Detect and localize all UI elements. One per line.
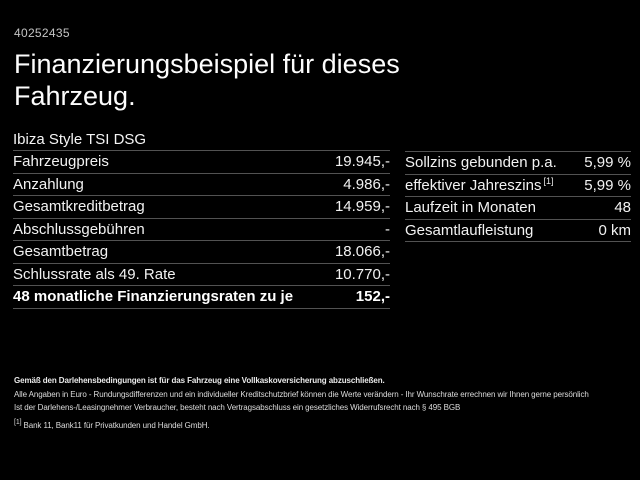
finance-row-value: 19.945,- <box>334 153 390 171</box>
condition-row-laufzeit: Laufzeit in Monaten 48 <box>405 197 631 220</box>
finance-row-schlussrate: Schlussrate als 49. Rate 10.770,- <box>13 264 390 286</box>
finance-row-value: - <box>385 220 390 238</box>
page-title: Finanzierungsbeispiel für dieses Fahrzeu… <box>14 48 400 112</box>
disclaimer-line1: Alle Angaben in Euro - Rundungsdifferenz… <box>14 389 589 399</box>
finance-row-value: 4.986,- <box>343 175 390 193</box>
listing-id: 40252435 <box>14 26 70 40</box>
condition-row-sollzins: Sollzins gebunden p.a. 5,99 % <box>405 152 631 175</box>
disclaimer-line2: Ist der Darlehens-/Leasingnehmer Verbrau… <box>14 403 461 412</box>
footnote-marker: [1] <box>14 418 22 426</box>
finance-row-monthly-rate-total: 48 monatliche Finanzierungsraten zu je 1… <box>13 286 390 309</box>
finance-row-gesamtkreditbetrag: Gesamtkreditbetrag 14.959,- <box>13 196 390 219</box>
footnote-bank: [1] Bank 11, Bank11 für Privatkunden und … <box>14 419 626 433</box>
footnote-ref-icon: [1] <box>543 175 554 186</box>
finance-table: Ibiza Style TSI DSG Fahrzeugpreis 19.945… <box>13 129 390 309</box>
finance-tables: Ibiza Style TSI DSG Fahrzeugpreis 19.945… <box>13 129 631 309</box>
legal-notes: Gemäß den Darlehensbedingungen ist für d… <box>14 374 626 432</box>
page-title-line1: Finanzierungsbeispiel für dieses <box>14 49 400 79</box>
condition-row-label: Gesamtlaufleistung <box>405 221 534 239</box>
finance-row-value: 10.770,- <box>334 265 390 283</box>
condition-row-label: Sollzins gebunden p.a. <box>405 154 557 172</box>
finance-row-fahrzeugpreis: Fahrzeugpreis 19.945,- <box>13 151 390 174</box>
condition-row-value: 5,99 % <box>584 176 631 194</box>
vehicle-model: Ibiza Style TSI DSG <box>13 129 390 151</box>
insurance-note: Gemäß den Darlehensbedingungen ist für d… <box>14 376 385 385</box>
condition-row-value: 5,99 % <box>584 154 631 172</box>
condition-row-label: effektiver Jahreszins [1] <box>405 175 554 194</box>
finance-row-label: 48 monatliche Finanzierungsraten zu je <box>13 288 294 306</box>
finance-row-label: Abschlussgebühren <box>13 220 145 238</box>
finance-row-label: Fahrzeugpreis <box>13 153 109 171</box>
condition-row-value: 48 <box>614 199 631 217</box>
footnote-text: Bank 11, Bank11 für Privatkunden und Han… <box>23 420 210 430</box>
finance-row-value: 14.959,- <box>334 198 390 216</box>
condition-row-value: 0 km <box>598 221 631 239</box>
finance-row-gesamtbetrag: Gesamtbetrag 18.066,- <box>13 241 390 264</box>
finance-row-label: Gesamtbetrag <box>13 243 109 261</box>
finance-row-value: 18.066,- <box>334 243 390 261</box>
condition-row-effektiver-jahreszins: effektiver Jahreszins [1] 5,99 % <box>405 175 631 197</box>
finance-row-label: Schlussrate als 49. Rate <box>13 265 176 283</box>
finance-row-label: Gesamtkreditbetrag <box>13 198 145 216</box>
conditions-table: Sollzins gebunden p.a. 5,99 % effektiver… <box>405 151 631 242</box>
finance-row-label: Anzahlung <box>13 175 84 193</box>
finance-row-abschlussgebuehren: Abschlussgebühren - <box>13 219 390 241</box>
page-title-line2: Fahrzeug. <box>14 81 136 111</box>
finance-row-value: 152,- <box>355 288 390 306</box>
condition-row-label: Laufzeit in Monaten <box>405 199 536 217</box>
condition-row-gesamtlaufleistung: Gesamtlaufleistung 0 km <box>405 220 631 242</box>
finance-row-anzahlung: Anzahlung 4.986,- <box>13 174 390 196</box>
